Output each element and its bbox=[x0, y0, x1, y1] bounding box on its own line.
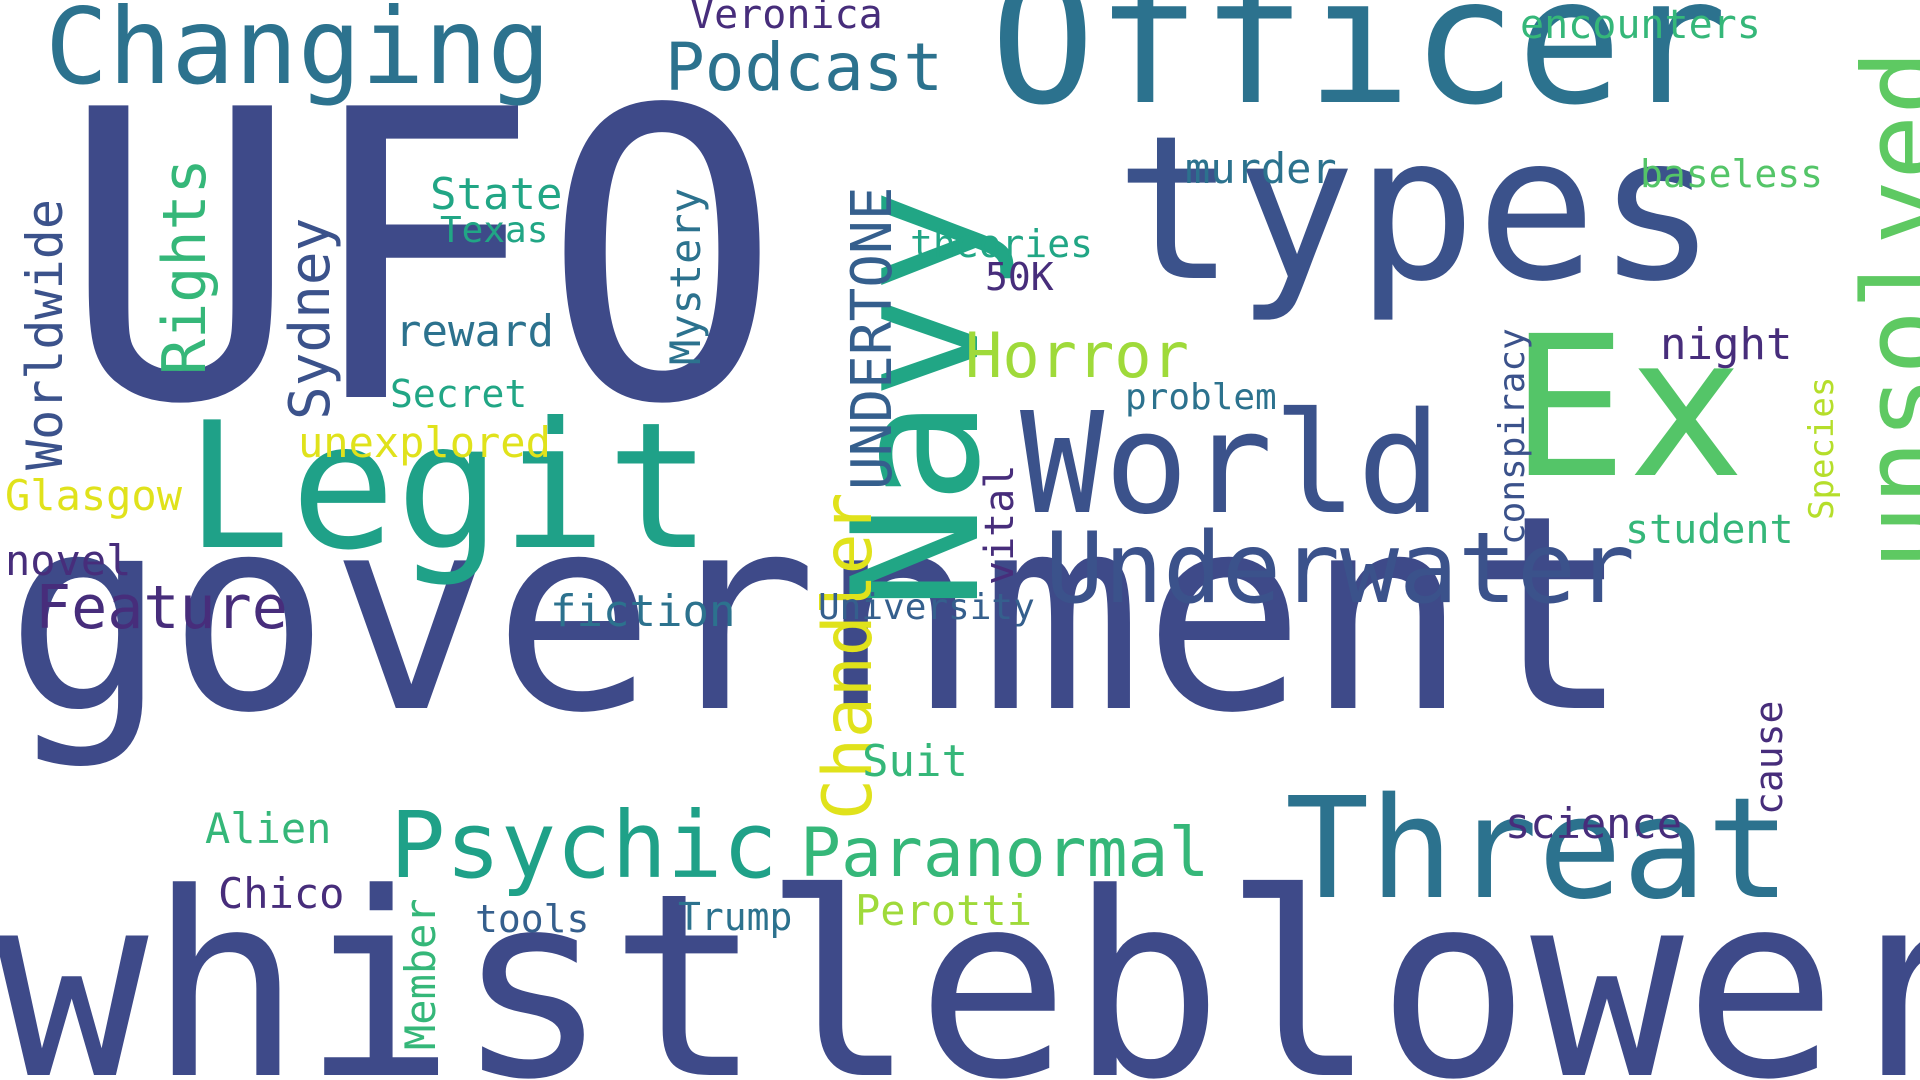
word-paranormal: Paranormal bbox=[800, 814, 1210, 893]
word-underwater: Underwater bbox=[1045, 512, 1636, 626]
word-veronica: Veronica bbox=[690, 0, 883, 38]
word-ufo: UFO bbox=[60, 27, 783, 492]
word-murder: murder bbox=[1185, 144, 1337, 193]
word-government: government bbox=[5, 457, 1631, 772]
word-glasgow: Glasgow bbox=[5, 471, 183, 520]
word-trump: Trump bbox=[678, 895, 793, 939]
word-chico: Chico bbox=[218, 869, 345, 918]
word-sydney: Sydney bbox=[278, 217, 343, 420]
word-cause: cause bbox=[1747, 700, 1791, 815]
word-legit: Legit bbox=[185, 386, 712, 589]
word-world: World bbox=[1020, 383, 1442, 546]
word-suit: Suit bbox=[862, 736, 968, 787]
word-student: student bbox=[1625, 507, 1794, 553]
word-texas: Texas bbox=[440, 210, 549, 251]
word-novel: novel bbox=[5, 536, 132, 585]
word-theories: theories bbox=[910, 222, 1094, 266]
word-feature: Feature bbox=[35, 573, 288, 643]
word-unexplored: unexplored bbox=[298, 418, 551, 467]
word-baseless: baseless bbox=[1640, 152, 1824, 196]
word-podcast: Podcast bbox=[665, 29, 944, 106]
word-conspiracy: conspiracy bbox=[1492, 328, 1533, 545]
word-night: night bbox=[1660, 319, 1793, 370]
word-50k: 50K bbox=[985, 255, 1054, 299]
word-undertone: UNDERTONE bbox=[840, 186, 905, 490]
word-mystery: Mystery bbox=[661, 187, 710, 365]
word-unsolved: unsolved bbox=[1841, 49, 1920, 570]
word-whistleblower: whistleblower bbox=[0, 839, 1920, 1080]
word-perotti: Perotti bbox=[855, 886, 1033, 935]
word-rights: Rights bbox=[150, 158, 220, 375]
word-university: University bbox=[818, 587, 1035, 628]
word-state: State bbox=[430, 169, 563, 220]
word-types: types bbox=[1115, 93, 1718, 326]
word-fiction: fiction bbox=[550, 586, 736, 637]
word-member: Member bbox=[396, 898, 445, 1050]
word-secret: Secret bbox=[390, 372, 528, 416]
word-vital: vital bbox=[977, 464, 1023, 585]
word-psychic: Psychic bbox=[390, 792, 778, 899]
word-officer: Officer bbox=[990, 0, 1728, 144]
word-science: science bbox=[1505, 799, 1683, 848]
word-changing: Changing bbox=[45, 0, 551, 108]
word-ex: Ex bbox=[1510, 294, 1745, 521]
word-threat: Threat bbox=[1285, 768, 1791, 931]
word-species: Species bbox=[1802, 376, 1842, 520]
word-alien: Alien bbox=[205, 804, 332, 853]
word-tools: tools bbox=[475, 897, 590, 941]
word-horror: Horror bbox=[965, 319, 1189, 392]
word-reward: reward bbox=[395, 306, 554, 357]
word-problem: problem bbox=[1125, 377, 1277, 418]
word-encounters: encounters bbox=[1520, 2, 1761, 48]
word-worldwide: Worldwide bbox=[16, 199, 74, 470]
